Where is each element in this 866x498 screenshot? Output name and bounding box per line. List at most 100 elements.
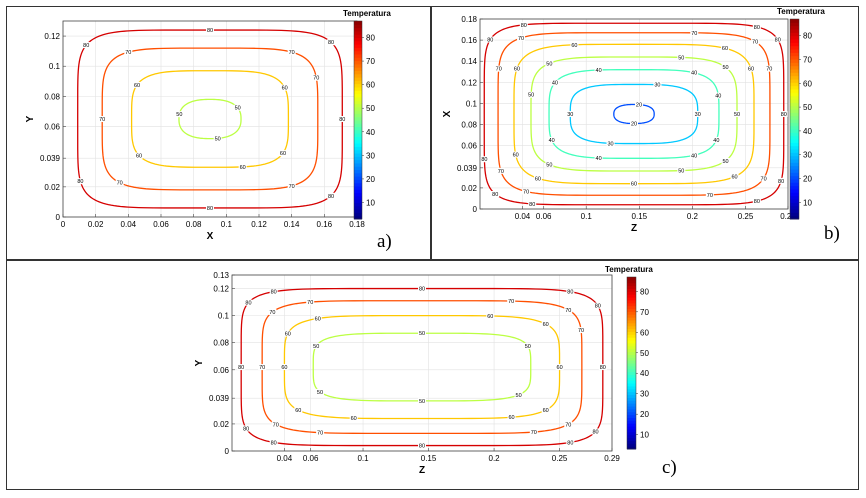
colorbar-segment: [790, 152, 799, 157]
colorbar-segment: [627, 391, 636, 396]
colorbar-segment: [354, 162, 362, 167]
contour-label: 60: [535, 176, 541, 182]
contour-label-bg: [598, 364, 607, 371]
colorbar-segment: [790, 89, 799, 93]
colorbar-tick-label: 80: [366, 34, 375, 43]
chart-panel-b: 0.04 0.06 0.1 0.15 0.2 0.25 0.29 0 0.02 0.039 0.06…: [431, 6, 859, 260]
contour-label: 30: [608, 141, 614, 147]
colorbar-segment: [354, 176, 362, 180]
x-tick-label: 0: [61, 220, 66, 229]
contour-label: 60: [295, 408, 301, 414]
contour-label-bg: [418, 330, 426, 337]
contour-label-bg: [690, 152, 699, 159]
colorbar-segment: [627, 385, 636, 390]
contour-label-bg: [480, 156, 489, 163]
colorbar-segment: [627, 305, 636, 310]
colorbar-tick-label: 70: [803, 55, 812, 64]
colorbar-segment: [354, 215, 362, 220]
colorbar-segment: [790, 99, 799, 103]
contour-label: 80: [775, 38, 781, 44]
x-tick-label: 0.14: [284, 220, 300, 229]
contour-label: 60: [571, 43, 577, 49]
colorbar-segment: [790, 115, 799, 120]
contour-label: 40: [715, 94, 721, 100]
contour-label: 50: [525, 344, 531, 350]
contour-label: 70: [125, 50, 131, 56]
contour-label-bg: [564, 421, 573, 428]
x-axis-label: Z: [419, 465, 425, 476]
contour-label: 60: [280, 151, 286, 157]
y-tick-label: 0.08: [44, 92, 60, 101]
contour-label-bg: [634, 101, 643, 108]
colorbar-segment: [790, 29, 799, 33]
contour-label-bg: [653, 81, 662, 88]
colorbar-segment: [354, 195, 362, 200]
colorbar-segment: [790, 109, 799, 113]
x-tick-label: 0.04: [121, 220, 137, 229]
colorbar-segment: [627, 285, 636, 289]
contour-label: 70: [313, 76, 319, 82]
colorbar-segment: [354, 123, 362, 128]
colorbar-segment: [790, 49, 799, 53]
grid-lines: [62, 21, 358, 218]
contour-label: 70: [259, 365, 265, 371]
colorbar-segment: [354, 153, 362, 157]
contour-label: 60: [557, 365, 563, 371]
contour-label-bg: [594, 154, 603, 161]
x-tick-label: 0.16: [317, 220, 333, 229]
colorbar-segment: [790, 195, 799, 200]
contour-line-30: [569, 83, 699, 145]
colorbar-tick-label: 20: [366, 175, 375, 184]
y-tick-label: 0.13: [213, 271, 229, 280]
contour-label-bg: [512, 65, 521, 72]
colorbar-segment: [354, 202, 362, 207]
y-axis-label: Y: [25, 115, 36, 122]
colorbar-segment: [627, 351, 636, 355]
colorbar-segment: [627, 342, 636, 347]
contour-label-bg: [417, 442, 426, 449]
colorbar-outline: [353, 20, 363, 220]
colorbar-segment: [354, 205, 362, 210]
contour-label-bg: [550, 79, 559, 86]
contour-label-bg: [677, 167, 686, 174]
colorbar-segment: [627, 360, 636, 364]
contour-label: 60: [285, 332, 291, 338]
colorbar-segment: [354, 149, 362, 154]
contour-label-bg: [175, 111, 184, 118]
colorbar-segment: [790, 102, 799, 107]
contour-label: 70: [691, 31, 697, 37]
y-tick-label: 0.1: [49, 62, 61, 71]
colorbar-segment: [354, 182, 362, 187]
colorbar-segment: [354, 37, 362, 42]
colorbar-segment: [627, 348, 636, 353]
colorbar-segment: [627, 374, 636, 378]
colorbar-segment: [627, 383, 636, 387]
contour-label: 80: [521, 23, 527, 29]
x-tick-label: 0.25: [738, 212, 754, 221]
colorbar: Temperatura 10 20 30 40 50 60 70 80: [605, 265, 653, 450]
contour-label-bg: [721, 64, 730, 71]
contour-label-bg: [777, 177, 786, 184]
contour-label: 80: [754, 25, 760, 31]
contour-label-bg: [533, 175, 542, 182]
colorbar-tick-label: 50: [640, 349, 649, 358]
contour-label: 70: [565, 308, 571, 314]
colorbar-segment: [790, 125, 799, 130]
contour-plot-c: 0.04 0.06 0.1 0.15 0.2 0.25 0.29 0 0.02 0.039 0.06…: [194, 265, 677, 478]
plot-area: [479, 18, 789, 210]
colorbar-segment: [627, 294, 636, 298]
colorbar-segment: [627, 446, 636, 450]
contour-label-bg: [349, 415, 358, 422]
colorbar-segment: [790, 132, 799, 137]
colorbar-segment: [627, 328, 636, 332]
contour-line-70: [101, 47, 319, 191]
colorbar-segment: [627, 406, 636, 410]
x-tick-label: 0.02: [88, 220, 104, 229]
colorbar-segment: [790, 55, 799, 60]
contour-label: 80: [238, 365, 244, 371]
contour-label: 20: [636, 103, 642, 109]
contour-label-bg: [547, 136, 556, 143]
panel-label: c): [662, 457, 677, 478]
colorbar-segment: [627, 325, 636, 330]
contour-label: 50: [235, 106, 241, 112]
